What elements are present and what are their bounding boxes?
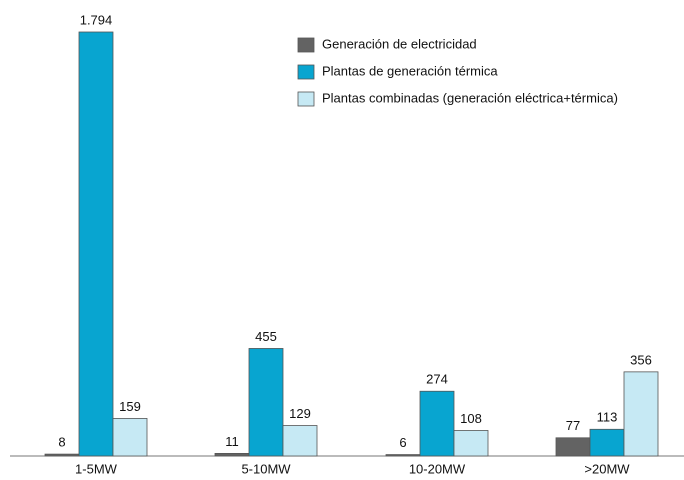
legend-label: Plantas combinadas (generación eléctrica… (322, 90, 618, 105)
bar (248, 348, 284, 457)
legend-swatch (297, 91, 315, 107)
data-label: 129 (289, 406, 311, 421)
data-label: 274 (426, 372, 448, 387)
bar (78, 31, 114, 457)
bar (419, 390, 455, 457)
bar (214, 453, 250, 457)
data-label: 113 (597, 410, 618, 425)
legend-label: Generación de electricidad (322, 36, 477, 51)
x-tick-label: >20MW (584, 461, 630, 476)
bar (589, 428, 625, 457)
legend-swatch (297, 37, 315, 53)
x-tick-label: 5-10MW (241, 461, 291, 476)
x-tick-label: 1-5MW (75, 461, 118, 476)
data-label: 1.794 (80, 12, 113, 27)
data-label: 455 (255, 329, 277, 344)
data-label: 77 (566, 418, 580, 433)
data-label: 11 (225, 434, 239, 449)
bar (623, 371, 659, 457)
data-label: 108 (460, 411, 482, 426)
data-label: 159 (119, 399, 141, 414)
bar (385, 454, 421, 457)
legend-swatch (297, 64, 315, 80)
data-label: 6 (399, 435, 406, 450)
bar (112, 418, 148, 457)
bar (555, 437, 591, 457)
x-tick-label: 10-20MW (409, 461, 466, 476)
data-label: 8 (58, 435, 65, 450)
bar (453, 430, 489, 457)
data-label: 356 (630, 352, 652, 367)
bar (282, 425, 318, 457)
legend-label: Plantas de generación térmica (322, 63, 498, 78)
bar (44, 453, 80, 457)
